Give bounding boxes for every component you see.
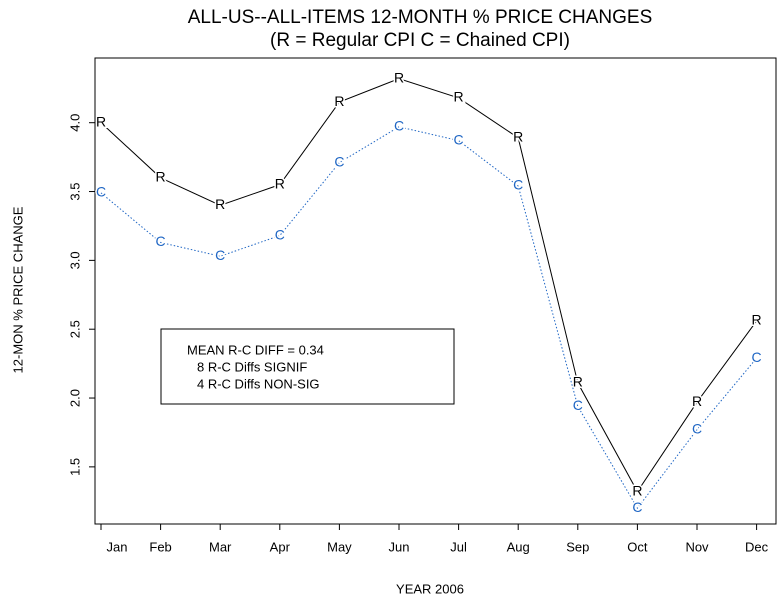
point-marker: C <box>752 349 762 365</box>
point-marker: C <box>632 499 642 515</box>
y-tick-label: 3.5 <box>67 182 82 200</box>
x-tick-label: Feb <box>149 539 171 554</box>
point-marker: C <box>96 184 106 200</box>
y-axis-label: 12-MON % PRICE CHANGE <box>10 206 25 373</box>
point-marker: C <box>692 420 702 436</box>
chart-subtitle: (R = Regular CPI C = Chained CPI) <box>270 30 570 51</box>
series-line <box>100 78 758 493</box>
point-marker: C <box>513 177 523 193</box>
point-marker: C <box>215 247 225 263</box>
point-marker: R <box>573 374 583 390</box>
point-marker: R <box>632 482 642 498</box>
plot-frame <box>94 57 777 525</box>
point-marker: R <box>215 196 225 212</box>
x-tick-label: Aug <box>507 539 530 554</box>
x-tick-label: Jun <box>389 539 410 554</box>
x-tick-label: May <box>327 539 352 554</box>
point-marker: C <box>334 153 344 169</box>
point-marker: C <box>394 118 404 134</box>
x-tick-label: Oct <box>627 539 648 554</box>
y-tick-label: 4.0 <box>67 114 82 132</box>
x-axis-label: YEAR 2006 <box>396 581 464 596</box>
x-tick-label: Nov <box>685 539 709 554</box>
point-marker: R <box>692 393 702 409</box>
point-marker: C <box>573 397 583 413</box>
annotation: MEAN R-C DIFF = 0.34 <box>187 342 324 357</box>
x-tick-label: Jan <box>107 539 128 554</box>
point-marker: R <box>96 113 106 129</box>
point-marker: R <box>156 168 166 184</box>
y-tick-label: 3.0 <box>67 251 82 269</box>
point-marker: R <box>752 312 762 328</box>
annotation: 4 R-C Diffs NON-SIG <box>197 376 320 391</box>
y-tick-label: 2.0 <box>67 389 82 407</box>
y-tick-label: 2.5 <box>67 320 82 338</box>
point-marker: C <box>454 131 464 147</box>
x-tick-label: Mar <box>209 539 232 554</box>
x-tick-label: Sep <box>566 539 589 554</box>
point-marker: C <box>275 226 285 242</box>
chart-title: ALL-US--ALL-ITEMS 12-MONTH % PRICE CHANG… <box>188 7 653 28</box>
x-tick-label: Apr <box>270 539 291 554</box>
point-marker: R <box>334 93 344 109</box>
y-tick-label: 1.5 <box>67 458 82 476</box>
annotation-box <box>160 328 455 405</box>
x-tick-label: Jul <box>450 539 467 554</box>
x-tick-label: Dec <box>745 539 769 554</box>
point-marker: R <box>513 129 523 145</box>
point-marker: C <box>156 233 166 249</box>
point-marker: R <box>394 69 404 85</box>
point-marker: R <box>454 89 464 105</box>
series-line <box>100 126 757 510</box>
point-marker: R <box>275 175 285 191</box>
annotation: 8 R-C Diffs SIGNIF <box>197 359 307 374</box>
